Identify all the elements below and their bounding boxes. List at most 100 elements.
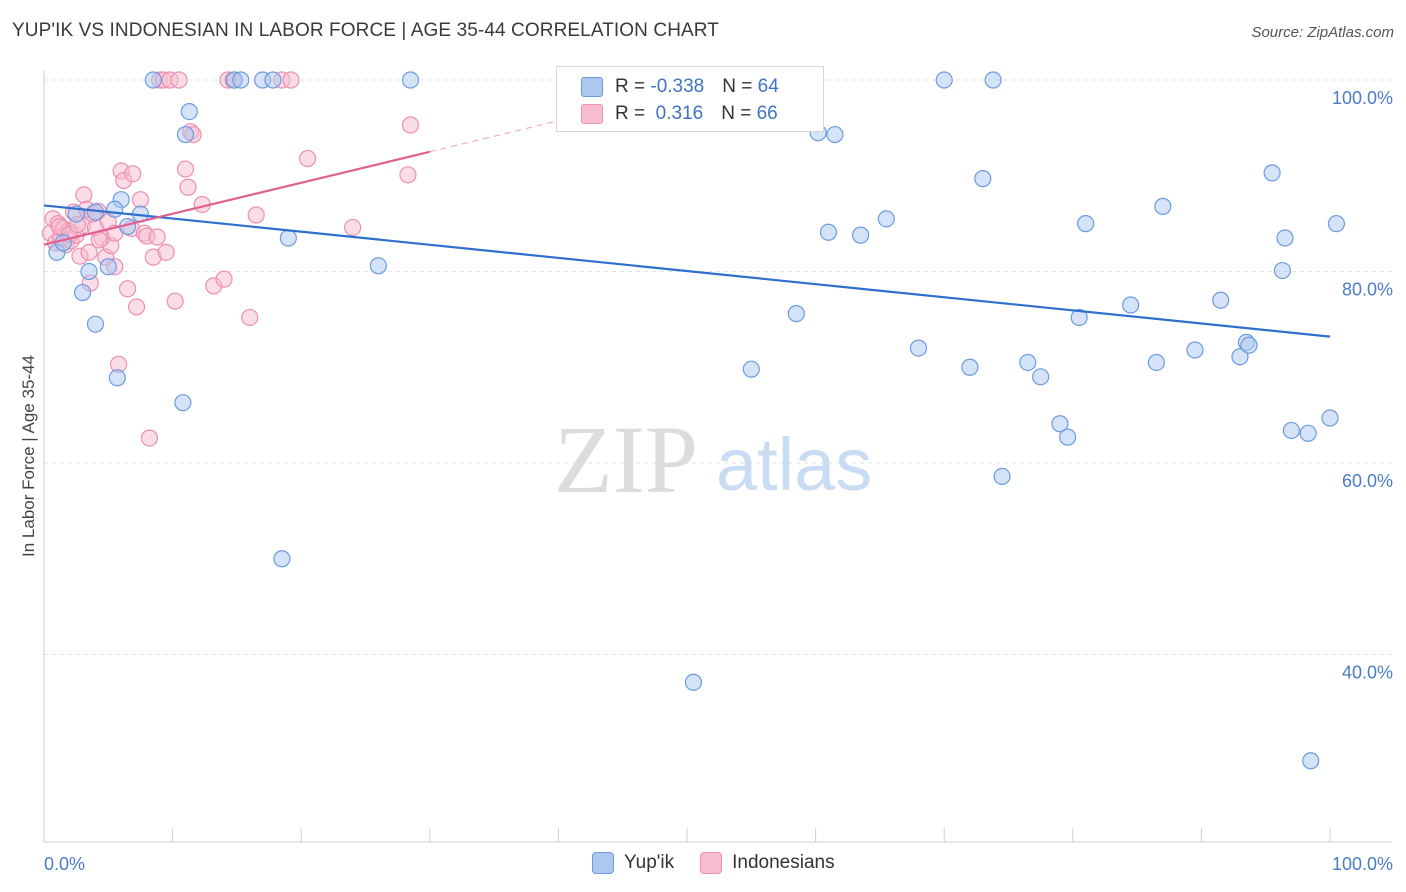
indonesians-point <box>127 298 146 316</box>
legend-item-yupik[interactable]: Yup'ik <box>592 852 674 874</box>
source-label: Source: ZipAtlas.com <box>1251 24 1394 41</box>
x-tick-label: 0.0% <box>44 854 85 874</box>
yupik-point <box>73 283 92 302</box>
yupik-point <box>1186 341 1204 359</box>
yupik-point <box>86 315 105 333</box>
y-axis-label: In Labor Force | Age 35-44 <box>19 355 38 557</box>
yupik-point <box>1077 215 1095 233</box>
y-tick-label: 40.0% <box>1342 663 1393 683</box>
indonesians-point <box>124 165 142 183</box>
indonesians-point <box>80 243 98 261</box>
watermark: ZIP atlas <box>554 406 872 513</box>
watermark-zip: ZIP <box>554 406 698 513</box>
grid-lines <box>44 79 1392 655</box>
legend-item-indonesians[interactable]: Indonesians <box>700 852 835 874</box>
legend-n-label: N = <box>722 76 758 97</box>
legend-r-label: R = <box>615 103 651 124</box>
yupik-point <box>993 467 1011 486</box>
indonesians-point <box>401 116 420 134</box>
yupik-point <box>180 102 198 121</box>
yupik-point <box>1240 336 1258 354</box>
legend-label-yupik: Yup'ik <box>624 852 675 873</box>
yupik-point <box>984 71 1002 89</box>
yupik-point <box>279 229 297 247</box>
yupik-point <box>1276 229 1294 247</box>
yupik-point <box>80 262 98 281</box>
chart-title: YUP'IK VS INDONESIAN IN LABOR FORCE | AG… <box>12 20 719 41</box>
yupik-point <box>1302 752 1320 770</box>
legend-label-indonesians: Indonesians <box>732 852 835 873</box>
indonesians-point <box>179 178 197 196</box>
indonesians-point <box>148 228 166 246</box>
yupik-point <box>1212 291 1230 309</box>
series-legend: Yup'ik Indonesians <box>592 852 861 874</box>
yupik-point <box>961 358 979 376</box>
x-axis-ticks <box>43 828 1331 842</box>
indonesians-point <box>241 308 259 327</box>
yupik-point <box>909 339 928 357</box>
yupik-point <box>742 360 760 378</box>
legend-r-value: 0.316 <box>650 103 704 124</box>
yupik-point <box>54 234 72 252</box>
yupik-point <box>1263 164 1281 182</box>
indonesians-point <box>170 71 188 89</box>
indonesians-point <box>90 231 108 249</box>
legend-n-value: 66 <box>756 103 778 124</box>
legend-n-value: 64 <box>757 76 779 97</box>
yupik-point <box>819 223 838 241</box>
axes <box>43 70 1392 843</box>
yupik-point <box>1273 261 1292 280</box>
legend-row-indonesians: R = 0.316 N = 66 <box>581 100 778 128</box>
yupik-trend-line <box>43 204 1331 338</box>
yupik-point <box>1032 368 1050 386</box>
indonesians-point <box>118 280 137 298</box>
yupik-point <box>852 226 870 244</box>
yupik-point <box>401 71 420 89</box>
indonesians-point <box>140 429 159 447</box>
yupik-point <box>369 257 387 275</box>
yupik-point <box>787 305 805 323</box>
stats-legend: R = -0.338 N = 64 R = 0.316 N = 66 <box>556 66 824 132</box>
yupik-point <box>877 210 895 228</box>
yupik-point <box>1019 353 1037 372</box>
yupik-point <box>232 71 250 89</box>
indonesians-point <box>399 166 417 184</box>
y-tick-label: 100.0% <box>1332 88 1393 108</box>
legend-swatch-yupik <box>592 852 614 874</box>
indonesians-point <box>157 243 175 261</box>
legend-swatch-indonesians <box>700 852 723 874</box>
yupik-point <box>1154 197 1172 215</box>
yupik-point <box>974 170 992 188</box>
yupik-point <box>106 200 124 218</box>
indonesians-point <box>166 292 184 310</box>
indonesians-point <box>282 71 300 89</box>
legend-n-label: N = <box>721 103 757 124</box>
legend-swatch-indonesians <box>581 104 603 124</box>
legend-row-yupik: R = -0.338 N = 64 <box>581 73 779 101</box>
y-tick-labels: 40.0% 60.0% 80.0% 100.0% <box>1332 88 1393 683</box>
yupik-point <box>108 369 126 387</box>
indonesians-point <box>176 160 195 178</box>
watermark-atlas: atlas <box>716 423 872 506</box>
indonesians-point <box>131 191 150 209</box>
legend-swatch-yupik <box>581 77 603 97</box>
x-tick-label: 100.0% <box>1332 854 1393 874</box>
yupik-point <box>99 258 117 276</box>
yupik-point <box>1122 296 1140 314</box>
indonesians-point <box>215 270 233 288</box>
yupik-point <box>144 71 162 89</box>
yupik-point <box>1147 353 1165 372</box>
x-tick-labels: 0.0% 100.0% <box>44 854 1393 874</box>
yupik-point <box>1070 308 1088 327</box>
yupik-point <box>684 673 703 691</box>
yupik-point <box>273 550 291 568</box>
yupik-point <box>1299 424 1317 442</box>
yupik-point <box>935 71 953 89</box>
y-tick-label: 60.0% <box>1342 471 1393 491</box>
y-tick-label: 80.0% <box>1342 280 1393 300</box>
indonesians-point <box>299 149 317 168</box>
indonesians-point <box>344 218 362 237</box>
yupik-point <box>176 125 195 144</box>
series-indonesians-points <box>41 71 420 447</box>
